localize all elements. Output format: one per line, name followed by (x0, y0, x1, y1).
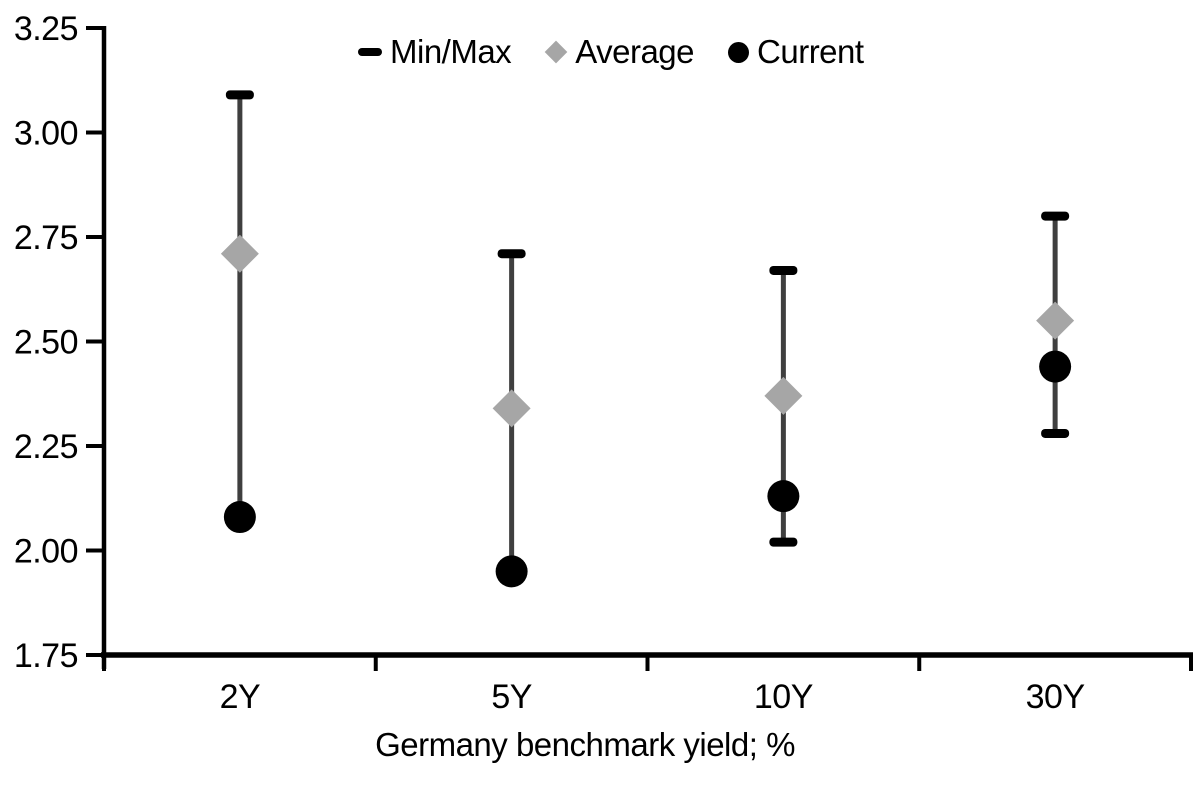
max-cap (225, 90, 254, 100)
y-axis-tick-label: 2.25 (14, 428, 78, 466)
legend-label-current: Current (757, 33, 864, 70)
chart-legend: Min/Max Average Current (358, 33, 864, 71)
current-circle-marker (495, 555, 528, 588)
max-cap (769, 265, 798, 275)
average-diamond-marker (492, 389, 531, 428)
y-axis-tick-label: 3.25 (14, 10, 78, 48)
x-axis-tick-label: 5Y (491, 678, 532, 716)
min-cap (769, 537, 798, 547)
legend-item-current: Current (728, 33, 864, 71)
max-cap (497, 249, 526, 259)
legend-item-minmax: Min/Max (358, 33, 512, 71)
average-diamond-icon (544, 40, 568, 64)
minmax-dash-icon (358, 48, 382, 56)
y-axis-tick-label: 2.00 (14, 533, 78, 571)
legend-label-average: Average (575, 33, 695, 70)
current-circle-marker (1039, 350, 1072, 383)
y-axis-tick-label: 1.75 (14, 637, 78, 675)
x-axis-tick-label: 30Y (1026, 678, 1085, 716)
current-circle-marker (223, 501, 256, 534)
average-diamond-marker (1036, 301, 1075, 340)
y-axis-tick-label: 3.00 (14, 115, 78, 153)
current-circle-icon (728, 41, 750, 63)
x-axis-title: Germany benchmark yield; % (375, 726, 795, 763)
average-diamond-marker (220, 234, 259, 273)
legend-item-average: Average (544, 33, 695, 71)
x-axis-tick-label: 2Y (220, 678, 261, 716)
current-circle-marker (767, 480, 800, 513)
legend-label-minmax: Min/Max (390, 33, 512, 70)
min-cap (1041, 428, 1070, 438)
y-axis-tick-label: 2.75 (14, 219, 78, 257)
y-axis-tick-label: 2.50 (14, 324, 78, 362)
average-diamond-marker (764, 376, 803, 415)
max-cap (1041, 211, 1070, 221)
x-axis-tick-label: 10Y (754, 678, 813, 716)
